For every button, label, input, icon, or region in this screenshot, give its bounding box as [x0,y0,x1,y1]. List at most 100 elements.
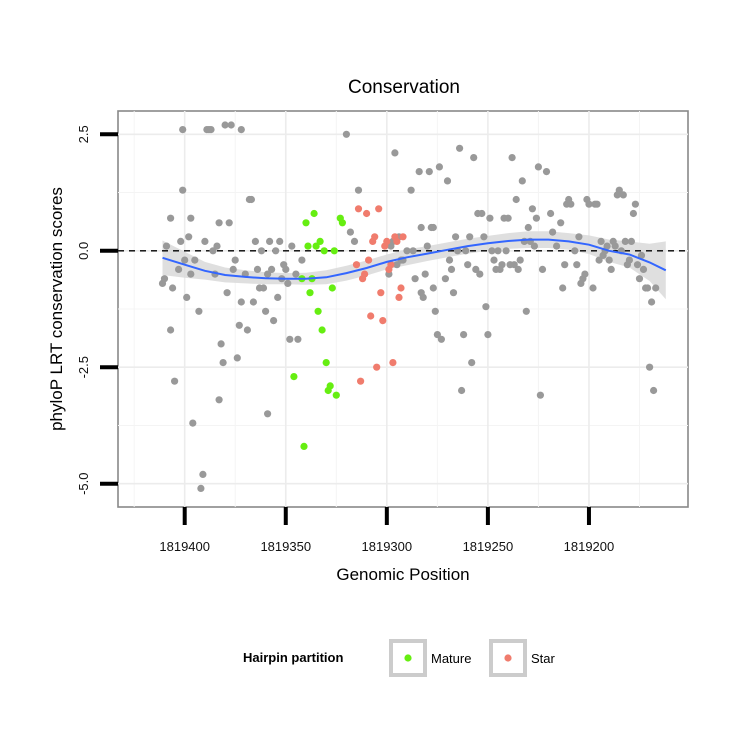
x-axis-ticks: 1819400 1819350 1819300 1819250 1819200 [159,507,614,554]
x-tick-label: 1819400 [159,539,210,554]
point-other [470,154,478,162]
point-other [259,284,268,292]
point-other [179,186,187,194]
point-mature [304,242,312,250]
legend-key-mature-dot [404,654,412,662]
point-other [257,247,266,255]
point-other [167,214,175,222]
point-other [429,223,437,232]
point-other [181,256,189,264]
point-other [415,168,423,176]
point-other [478,209,486,218]
point-other [195,307,203,315]
point-other [282,265,290,273]
point-other [264,270,272,278]
point-other [494,247,502,255]
point-other [391,149,399,157]
point-mature [322,359,330,367]
x-tick-label: 1819350 [260,539,311,554]
point-other [627,237,636,245]
point-other [637,251,646,259]
point-other [243,326,251,334]
point-other [571,247,579,255]
point-other [403,247,411,255]
point-other [264,410,272,418]
point-other [431,307,439,315]
point-other [542,168,551,176]
point-mature [290,373,298,381]
point-other [215,219,223,227]
point-star [367,312,375,320]
point-other [215,396,223,404]
point-other [498,261,506,269]
point-star [389,359,397,367]
point-other [532,214,541,222]
point-other [167,326,175,334]
point-other [435,163,443,171]
point-other [567,200,575,208]
point-other [247,195,255,204]
point-other [169,284,177,292]
point-other [480,233,488,241]
point-other [549,228,557,236]
legend-key-star-dot [504,654,512,662]
point-other [629,209,638,218]
point-other [229,265,237,273]
legend-label-mature: Mature [431,651,471,666]
point-other [528,205,537,213]
y-axis-ticks: -5.0 -2.5 0.0 2.5 [76,125,118,495]
point-other [633,261,642,269]
point-other [585,200,593,208]
point-other [538,265,547,273]
grid-lines [118,111,688,507]
point-mature [338,219,346,227]
point-other [468,359,476,367]
point-other [522,307,530,315]
point-other [447,265,456,273]
smooth-curve [162,238,667,280]
point-other [605,256,613,264]
point-other [177,237,185,245]
point-other [231,256,239,264]
point-star [397,284,405,292]
point-other [221,121,229,129]
point-other [409,247,417,255]
point-other [441,275,449,283]
point-other [460,331,468,339]
point-other [268,265,276,273]
point-star [373,363,381,371]
point-mature [318,326,326,334]
point-other [217,340,225,348]
point-star [357,377,365,385]
point-other [635,275,644,283]
point-other [183,293,191,301]
point-other [510,261,518,269]
point-other [191,256,199,264]
point-other [162,242,171,250]
point-other [272,247,280,255]
point-other [201,237,209,245]
point-other [646,363,654,371]
point-other [437,335,445,343]
point-other [175,265,183,273]
point-other [249,298,257,306]
point-other [484,331,492,339]
point-other [270,317,278,325]
point-other [512,195,520,204]
point-mature [306,289,314,297]
point-star [393,237,401,245]
point-other [504,214,512,222]
point-other [490,256,498,264]
point-other [187,214,195,222]
point-other [262,307,270,315]
chart-title: Conservation [348,77,460,98]
point-other [407,186,415,194]
point-other [466,233,474,241]
point-other [536,391,545,399]
point-other [603,242,611,250]
point-other [516,256,524,264]
point-other [433,331,441,339]
point-star [379,317,387,325]
point-other [462,247,470,255]
point-other [581,270,589,278]
